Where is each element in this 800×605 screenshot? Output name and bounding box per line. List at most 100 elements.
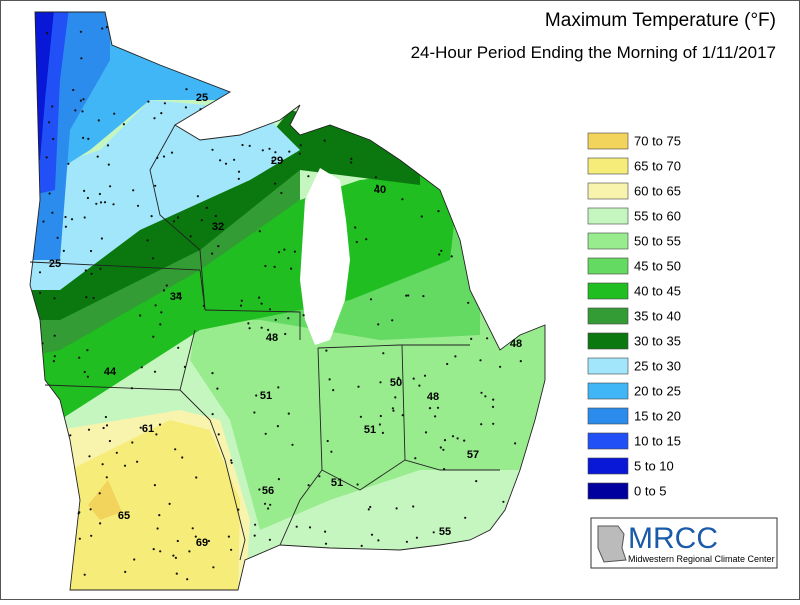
station-dot: [350, 161, 353, 164]
station-dot: [77, 512, 80, 515]
station-dot: [274, 151, 277, 154]
station-dot: [283, 248, 286, 251]
station-dot: [514, 442, 517, 445]
station-dot: [277, 386, 280, 389]
logo-name: MRCC: [628, 522, 718, 555]
legend-swatch: [587, 207, 629, 225]
station-label: 61: [142, 423, 154, 435]
station-dot: [212, 566, 215, 569]
legend-swatch: [587, 132, 629, 150]
legend-label: 60 to 65: [634, 183, 681, 198]
station-dot: [284, 332, 287, 336]
station-dot: [519, 360, 522, 363]
station-dot: [113, 112, 116, 115]
station-dot: [264, 264, 267, 268]
station-dot: [392, 409, 395, 412]
station-dot: [87, 428, 91, 431]
station-dot: [379, 381, 382, 384]
station-label: 51: [331, 477, 343, 489]
temperature-band: [190, 300, 545, 530]
station-dot: [268, 538, 271, 541]
station-dot: [217, 245, 220, 248]
station-dot: [195, 476, 198, 479]
legend-label: 55 to 60: [634, 208, 681, 223]
station-dot: [268, 147, 271, 150]
station-dot: [480, 391, 483, 394]
station-dot: [174, 556, 177, 560]
station-dot: [158, 514, 161, 517]
station-dot: [139, 314, 142, 317]
station-dot: [484, 395, 487, 398]
station-dot: [287, 317, 290, 320]
station-dot: [159, 323, 162, 326]
station-dot: [90, 272, 93, 275]
station-dot: [267, 328, 270, 331]
station-dot: [307, 175, 310, 178]
station-dot: [81, 110, 84, 113]
station-dot: [288, 150, 291, 153]
station-dot: [96, 155, 99, 158]
station-dot: [150, 215, 153, 218]
station-dot: [442, 448, 445, 451]
station-label: 25: [49, 258, 61, 270]
station-dot: [268, 308, 272, 311]
station-dot: [247, 322, 250, 325]
station-dot: [224, 162, 228, 165]
station-dot: [375, 184, 379, 187]
station-label: 48: [266, 332, 278, 344]
station-dot: [211, 252, 214, 255]
station-dot: [102, 426, 105, 430]
station-dot: [260, 302, 263, 305]
station-dot: [184, 106, 187, 109]
station-dot: [82, 136, 85, 139]
station-dot: [101, 27, 104, 30]
station-dot: [176, 292, 179, 295]
station-dot: [233, 158, 236, 161]
station-dot: [432, 531, 435, 534]
station-dot: [434, 415, 437, 418]
legend-label: 45 to 50: [634, 258, 681, 273]
station-dot: [291, 443, 294, 446]
temperature-band: [30, 170, 460, 420]
legend-swatch: [587, 407, 629, 425]
station-dot: [324, 530, 327, 533]
station-dot: [189, 235, 192, 238]
station-dot: [248, 327, 251, 330]
station-dot: [109, 185, 112, 188]
station-dot: [298, 152, 301, 155]
station-dot: [237, 508, 240, 511]
legend-swatch: [587, 457, 629, 475]
station-dot: [85, 296, 88, 299]
station-dot: [401, 198, 404, 201]
station-dot: [170, 151, 174, 154]
station-dot: [53, 334, 56, 337]
station-label: 51: [260, 390, 272, 402]
station-dot: [418, 384, 421, 387]
legend-label: 70 to 75: [634, 133, 681, 148]
station-dot: [412, 505, 415, 508]
il-in-border: [279, 347, 323, 546]
station-dot: [53, 297, 56, 300]
station-dot: [486, 337, 489, 340]
station-dot: [133, 558, 136, 561]
legend-swatch: [587, 382, 629, 400]
station-dot: [253, 534, 256, 537]
legend-swatch: [587, 232, 629, 250]
station-dot: [140, 366, 143, 369]
station-dot: [87, 137, 90, 140]
station-dot: [105, 424, 109, 427]
mn-ia-border: [29, 261, 206, 311]
station-dot: [105, 476, 108, 479]
station-dot: [99, 522, 102, 525]
station-dot: [100, 237, 103, 240]
station-dot: [354, 226, 357, 229]
station-dot: [211, 413, 214, 416]
station-dot: [269, 503, 272, 506]
station-dot: [357, 385, 360, 388]
legend-swatch: [587, 357, 629, 375]
station-dot: [165, 284, 168, 287]
station-dot: [216, 387, 219, 390]
legend-label: 35 to 40: [634, 308, 681, 323]
station-dot: [146, 239, 149, 242]
station-dot: [174, 448, 177, 451]
